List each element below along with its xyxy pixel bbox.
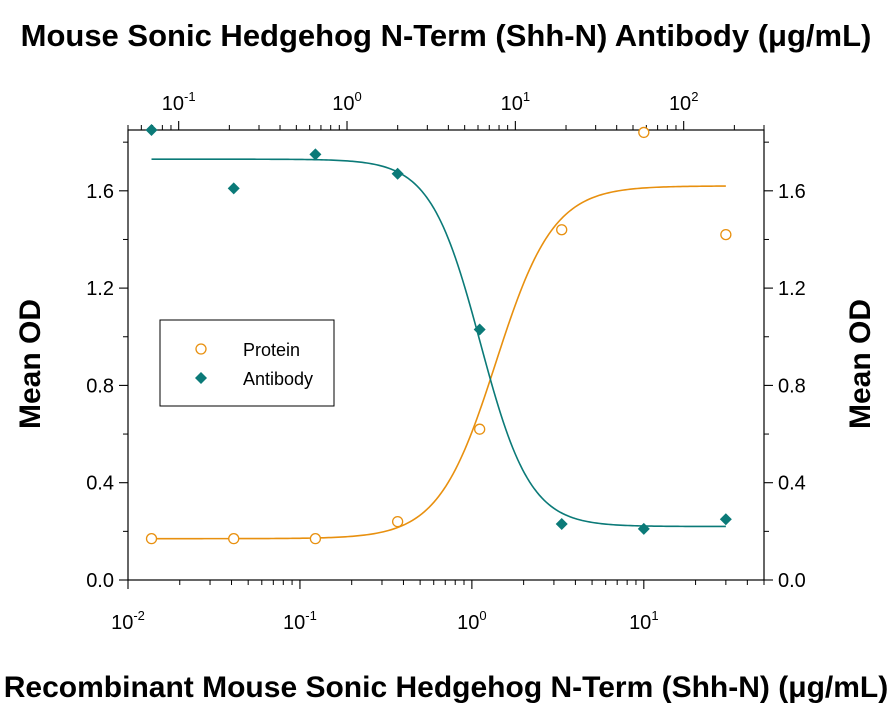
antibody-point — [719, 513, 732, 526]
x-tick-label: 10-1 — [283, 608, 317, 634]
data-points — [145, 124, 732, 545]
y-tick-label-right: 0.0 — [778, 570, 806, 592]
x-tick-label: 10-2 — [111, 608, 145, 634]
legend-protein-label: Protein — [243, 340, 300, 360]
y-tick-label-left: 1.2 — [86, 278, 114, 300]
legend: Protein Antibody — [159, 319, 335, 407]
y-tick-label-left: 0.4 — [86, 473, 114, 495]
y-tick-label-right: 1.6 — [778, 181, 806, 203]
plot-frame — [127, 129, 765, 581]
y-tick-label-left: 0.8 — [86, 375, 114, 397]
protein-point — [391, 515, 404, 528]
legend-box — [159, 319, 335, 407]
x-axis-label: Recombinant Mouse Sonic Hedgehog N-Term … — [4, 671, 888, 704]
protein-point — [145, 532, 158, 545]
y-tick-label-right: 1.2 — [778, 278, 806, 300]
fit-curves — [151, 158, 726, 540]
protein-point — [474, 423, 486, 435]
x-tick-label: 101 — [629, 608, 658, 634]
y-tick-label-right: 0.4 — [778, 473, 806, 495]
fit-curve-protein — [151, 185, 726, 540]
antibody-point — [227, 182, 240, 195]
top-tick-label: 102 — [669, 89, 698, 115]
antibody-point — [309, 148, 322, 161]
chart-title: Mouse Sonic Hedgehog N-Term (Shh-N) Anti… — [21, 18, 872, 53]
antibody-point — [637, 522, 650, 535]
tick-marks: 10-2 10-1 100 101 10-1 100 101 102 0.0 0.0 0.4 0.4 0… — [86, 89, 806, 634]
legend-protein-marker — [195, 343, 207, 355]
antibody-point — [555, 518, 568, 531]
protein-point — [228, 532, 240, 545]
y-tick-label-left: 0.0 — [86, 570, 114, 592]
top-tick-label: 101 — [501, 89, 530, 115]
protein-point — [309, 532, 322, 545]
x-tick-label: 100 — [457, 608, 486, 634]
protein-point — [720, 228, 732, 241]
legend-antibody-label: Antibody — [243, 369, 313, 389]
top-tick-label: 10-1 — [162, 89, 196, 115]
antibody-point — [145, 124, 158, 136]
legend-antibody-marker — [195, 372, 207, 384]
antibody-point — [473, 323, 486, 336]
antibody-point — [391, 167, 404, 180]
y-tick-label-right: 0.8 — [778, 375, 806, 397]
y-axis-label-left: Mean OD — [14, 299, 47, 429]
top-tick-label: 100 — [332, 89, 361, 115]
y-axis-label-right: Mean OD — [844, 299, 877, 429]
protein-point — [638, 126, 650, 139]
fit-curve-antibody — [151, 158, 726, 528]
protein-point — [556, 224, 568, 236]
y-tick-label-left: 1.6 — [86, 181, 114, 203]
